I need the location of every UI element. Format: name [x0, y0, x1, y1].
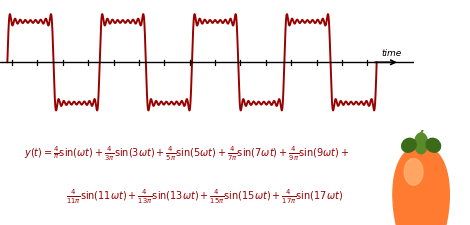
Text: $\frac{4}{11\pi}\sin(11\omega t) + \frac{4}{13\pi}\sin(13\omega t) + \frac{4}{15: $\frac{4}{11\pi}\sin(11\omega t) + \frac… [66, 187, 343, 205]
Polygon shape [404, 159, 423, 185]
Ellipse shape [415, 133, 428, 154]
Text: $y(t) = \frac{4}{\pi}\sin(\omega t) + \frac{4}{3\pi}\sin(3\omega t) + \frac{4}{5: $y(t) = \frac{4}{\pi}\sin(\omega t) + \f… [24, 144, 349, 162]
Ellipse shape [426, 139, 440, 153]
Ellipse shape [402, 139, 416, 153]
Polygon shape [393, 146, 449, 225]
Text: time: time [381, 49, 401, 58]
